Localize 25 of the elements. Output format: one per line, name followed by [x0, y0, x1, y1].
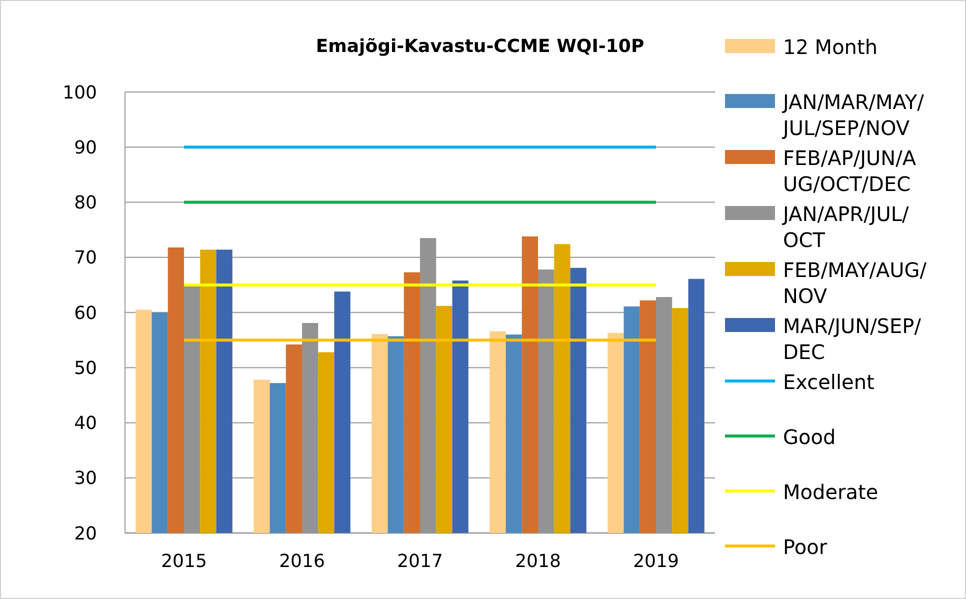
chart-title: Emajõgi-Kavastu-CCME WQI-10P — [316, 36, 644, 57]
x-tick-label: 2015 — [161, 551, 207, 572]
y-tick-label: 100 — [62, 82, 97, 104]
y-tick-label: 50 — [74, 358, 97, 379]
x-tick-label: 2016 — [279, 551, 325, 572]
y-tick-label: 20 — [74, 523, 97, 544]
y-tick-label: 70 — [74, 248, 97, 269]
legend-label: FEB/MAY/AUG/NOV — [783, 258, 927, 308]
x-tick-label: 2017 — [397, 551, 443, 572]
legend-label: 12 Month — [783, 35, 878, 59]
legend-label: JAN/APR/JUL/OCT — [781, 202, 909, 252]
y-tick-label: 90 — [74, 137, 97, 158]
legend-label: Excellent — [783, 370, 875, 394]
legend-label: MAR/JUN/SEP/DEC — [783, 314, 922, 364]
legend-label: Poor — [783, 535, 828, 559]
y-tick-label: 40 — [74, 413, 97, 434]
x-tick-label: 2019 — [633, 551, 679, 572]
y-tick-label: 80 — [74, 192, 97, 214]
y-tick-label: 60 — [74, 302, 97, 324]
y-tick-label: 30 — [74, 468, 97, 490]
x-tick-label: 2018 — [515, 551, 561, 572]
legend-label: FEB/AP/JUN/AUG/OCT/DEC — [783, 146, 916, 196]
legend-label: Good — [783, 425, 836, 449]
legend-label: JAN/MAR/MAY/JUL/SEP/NOV — [781, 90, 924, 140]
legend-label: Moderate — [783, 480, 878, 504]
